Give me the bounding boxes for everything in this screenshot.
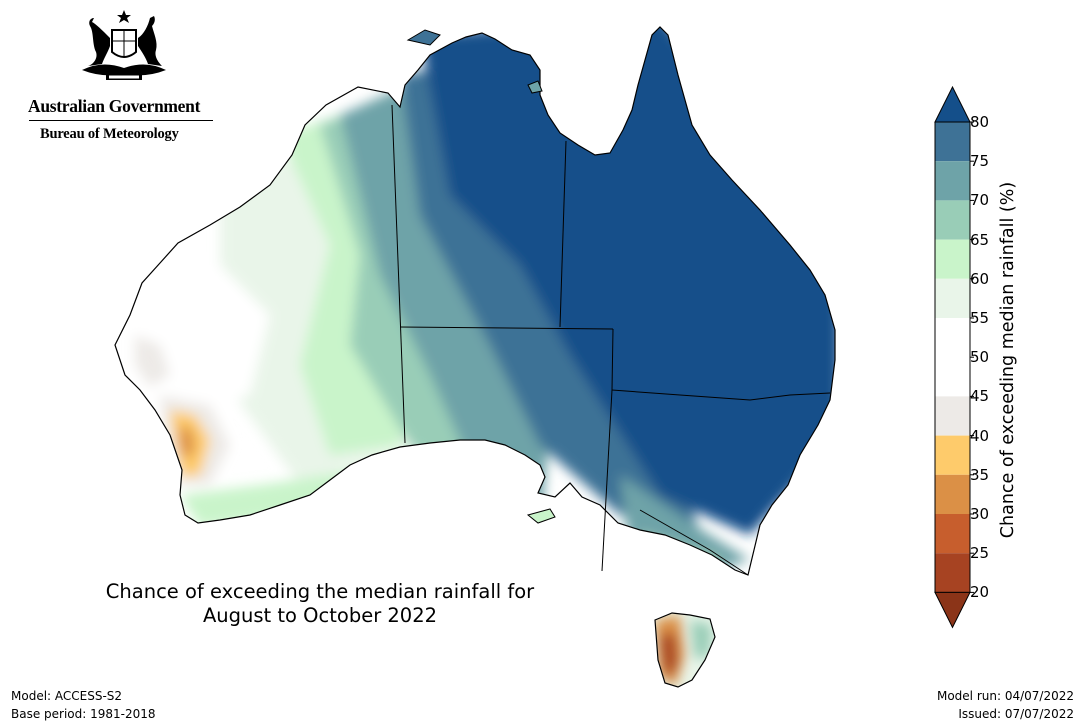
issue-metadata: Model run: 04/07/2022 Issued: 07/07/2022 <box>937 687 1074 723</box>
state-borders <box>391 104 831 576</box>
groote-eylandt <box>527 80 543 94</box>
model-name: Model: ACCESS-S2 <box>11 689 123 703</box>
colorbar-bin-20-25 <box>935 553 970 593</box>
colorbar-tick-label: 50 <box>970 348 990 367</box>
colorbar-tick-label: 80 <box>970 113 990 131</box>
colorbar-tick-label: 20 <box>970 583 990 602</box>
kangaroo-island <box>526 508 556 524</box>
map-title-line-1: Chance of exceeding the median rainfall … <box>105 580 535 603</box>
colorbar-bin-55-60 <box>935 278 970 318</box>
colorbar-bin-above-80 <box>934 85 971 123</box>
map-title: Chance of exceeding the median rainfall … <box>60 580 580 628</box>
colorbar-tick-label: 65 <box>970 230 990 249</box>
colorbar-bin-60-65 <box>935 239 970 279</box>
colorbar-tick-label: 25 <box>970 544 990 563</box>
colorbar-bin-30-35 <box>935 474 970 514</box>
bom-logo: Australian Government Bureau of Meteorol… <box>20 8 220 142</box>
colorbar-bin-70-75 <box>935 161 970 201</box>
model-run-date: Model run: 04/07/2022 <box>936 689 1074 703</box>
base-period: Base period: 1981-2018 <box>11 707 156 721</box>
australia-rainfall-map <box>114 26 836 688</box>
colorbar-tick-label: 55 <box>970 309 990 327</box>
colorbar-title-text: Chance of exceeding median rainfall (%) <box>998 181 1018 539</box>
colorbar-bin-45-50 <box>935 357 970 397</box>
colorbar-bin-below-20 <box>934 591 971 629</box>
agency-name: Bureau of Meteorology <box>40 126 179 142</box>
colorbar-tick-label: 70 <box>970 191 990 210</box>
map-title-line-2: August to October 2022 <box>202 604 438 627</box>
government-name: Australian Government <box>28 96 201 116</box>
model-metadata: Model: ACCESS-S2 Base period: 1981-2018 <box>11 687 156 723</box>
colorbar-bin-75-80 <box>935 122 970 162</box>
colorbar-bin-50-55 <box>935 318 970 358</box>
colorbar-tick-label: 30 <box>970 505 990 523</box>
logo-divider <box>29 120 213 121</box>
colorbar-tick-label: 60 <box>970 269 990 288</box>
colorbar-bin-25-30 <box>935 514 970 554</box>
issued-date: Issued: 07/07/2022 <box>958 707 1074 721</box>
colorbar-bin-40-45 <box>935 396 970 436</box>
colorbar-tick-label: 45 <box>970 387 990 406</box>
colorbar <box>934 85 974 629</box>
colorbar-tick-label: 40 <box>970 426 990 445</box>
coat-of-arms-icon <box>82 10 166 80</box>
colorbar-tick-label: 75 <box>970 152 990 171</box>
colorbar-tick-label: 35 <box>970 465 990 484</box>
melville-island <box>406 29 441 46</box>
colorbar-bin-35-40 <box>935 435 970 475</box>
colorbar-bin-65-70 <box>935 200 970 240</box>
